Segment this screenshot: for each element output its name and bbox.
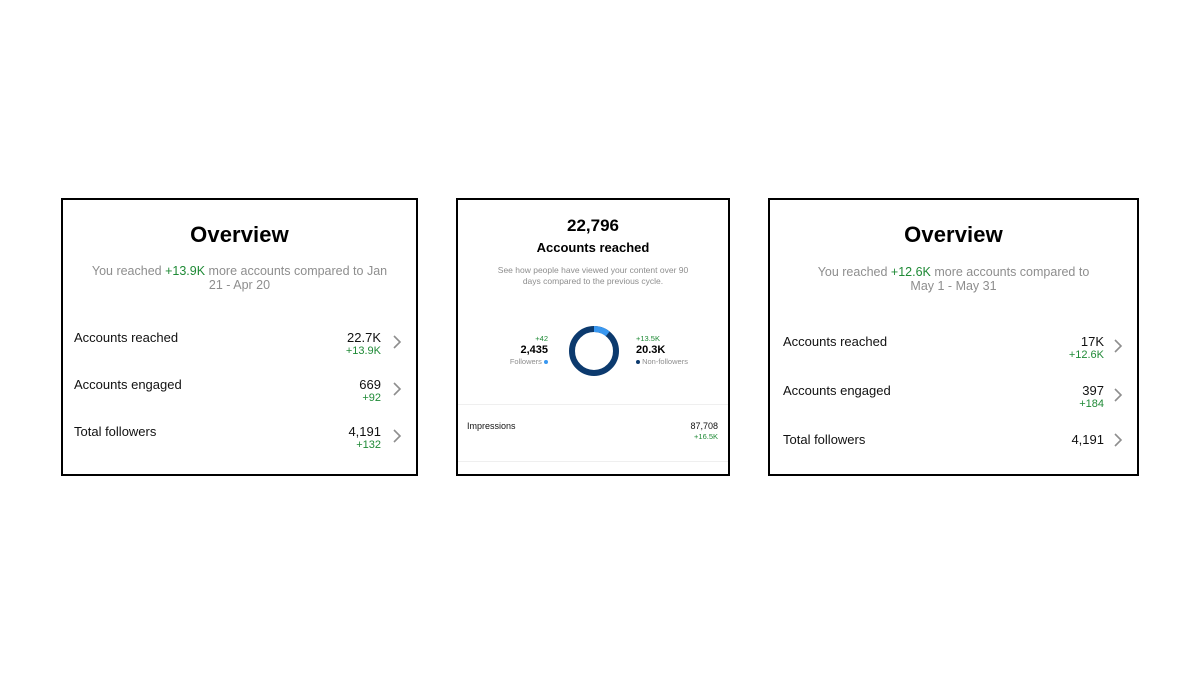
row-total-followers[interactable]: Total followers 4,191 +132	[63, 422, 416, 462]
row-delta: +92	[362, 392, 381, 404]
row-value: 4,191	[348, 424, 381, 439]
non-followers-ring	[569, 326, 619, 376]
subtitle-delta: +12.6K	[890, 265, 931, 279]
row-delta: +132	[356, 439, 381, 451]
overview-title: Overview	[190, 222, 289, 247]
row-label: Total followers	[74, 424, 157, 439]
followers-value: 2,435	[520, 344, 548, 356]
row-label: Accounts engaged	[783, 383, 891, 398]
non-followers-value: 20.3K	[636, 344, 666, 356]
divider	[458, 461, 728, 462]
overview-title: Overview	[904, 222, 1003, 247]
chevron-right-icon[interactable]	[389, 334, 405, 350]
overview-subtitle: You reached +12.6K more accounts compare…	[817, 265, 1090, 293]
chevron-right-icon[interactable]	[389, 381, 405, 397]
impressions-value: 87,708	[690, 421, 718, 431]
row-delta: +13.9K	[345, 345, 381, 357]
followers-arc	[569, 326, 619, 376]
row-value: 669	[359, 377, 381, 392]
impressions-delta: +16.5K	[694, 432, 718, 441]
row-delta: +184	[1079, 398, 1104, 410]
row-total-followers[interactable]: Total followers 4,191	[770, 430, 1137, 470]
overview-subtitle: You reached +13.9K more accounts compare…	[91, 264, 388, 292]
row-label: Accounts engaged	[74, 377, 182, 392]
row-value: 4,191	[1071, 432, 1104, 447]
subtitle-delta: +13.9K	[165, 264, 206, 278]
row-label: Accounts reached	[783, 334, 888, 349]
row-accounts-reached[interactable]: Accounts reached 17K +12.6K	[770, 332, 1137, 372]
row-accounts-engaged[interactable]: Accounts engaged 397 +184	[770, 381, 1137, 421]
row-label: Total followers	[783, 432, 866, 447]
accounts-reached-description: See how people have viewed your content …	[497, 265, 689, 286]
followers-donut-chart	[569, 326, 619, 376]
row-value: 397	[1082, 383, 1104, 398]
followers-delta: +42	[535, 334, 548, 343]
row-accounts-engaged[interactable]: Accounts engaged 669 +92	[63, 375, 416, 415]
row-value: 22.7K	[347, 330, 381, 345]
accounts-reached-card: 22,796 Accounts reached See how people h…	[456, 198, 730, 476]
accounts-reached-title: Accounts reached	[536, 240, 650, 255]
non-followers-legend: Non-followers	[636, 357, 688, 366]
non-followers-dot	[636, 360, 640, 365]
followers-legend: Followers	[510, 357, 548, 366]
row-value: 17K	[1080, 334, 1104, 349]
divider	[458, 404, 728, 405]
overview-card-left: Overview You reached +13.9K more account…	[61, 198, 418, 476]
non-followers-delta: +13.5K	[636, 334, 660, 343]
accounts-reached-total: 22,796	[567, 216, 619, 235]
row-label: Accounts reached	[74, 330, 179, 345]
row-delta: +12.6K	[1068, 349, 1104, 361]
chevron-right-icon[interactable]	[1110, 387, 1126, 403]
row-accounts-reached[interactable]: Accounts reached 22.7K +13.9K	[63, 328, 416, 368]
overview-card-right: Overview You reached +12.6K more account…	[768, 198, 1139, 476]
followers-dot	[544, 360, 548, 365]
chevron-right-icon[interactable]	[1110, 432, 1126, 448]
chevron-right-icon[interactable]	[1110, 338, 1126, 354]
impressions-label: Impressions	[467, 421, 516, 431]
chevron-right-icon[interactable]	[389, 428, 405, 444]
